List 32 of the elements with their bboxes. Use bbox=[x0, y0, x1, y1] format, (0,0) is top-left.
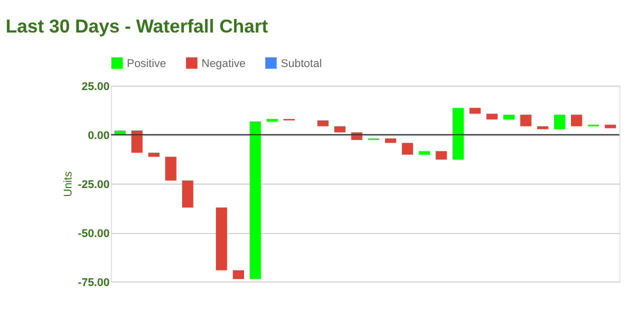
bar bbox=[436, 151, 447, 160]
bar bbox=[418, 151, 430, 155]
bar bbox=[452, 108, 464, 160]
y-tick-label: 25.00 bbox=[82, 80, 110, 93]
bar bbox=[165, 156, 176, 181]
bar bbox=[317, 120, 329, 126]
legend-label: Negative bbox=[201, 58, 246, 70]
bar bbox=[182, 180, 194, 208]
legend-label: Subtotal bbox=[280, 58, 322, 70]
y-tick-label: -50.00 bbox=[78, 228, 110, 240]
bar bbox=[216, 208, 228, 270]
chart-title: Last 30 Days - Waterfall Chart bbox=[6, 16, 268, 37]
bar bbox=[250, 122, 261, 280]
bar bbox=[570, 114, 582, 126]
bar bbox=[402, 142, 414, 155]
y-axis-title: Units bbox=[62, 170, 74, 197]
y-tick-label: 0.00 bbox=[88, 130, 110, 142]
bar bbox=[520, 114, 532, 126]
legend-label: Positive bbox=[126, 58, 166, 70]
bar bbox=[486, 114, 498, 120]
bar bbox=[503, 114, 515, 120]
bar bbox=[131, 130, 143, 153]
y-tick-label: -25.00 bbox=[78, 178, 110, 191]
bar bbox=[148, 152, 160, 157]
y-tick-label: -75.00 bbox=[78, 276, 110, 289]
bar bbox=[232, 270, 244, 280]
bar bbox=[266, 119, 278, 122]
bar bbox=[334, 126, 346, 132]
bar bbox=[384, 138, 396, 143]
bar bbox=[470, 108, 481, 114]
bar bbox=[554, 114, 566, 130]
bar bbox=[604, 124, 616, 128]
